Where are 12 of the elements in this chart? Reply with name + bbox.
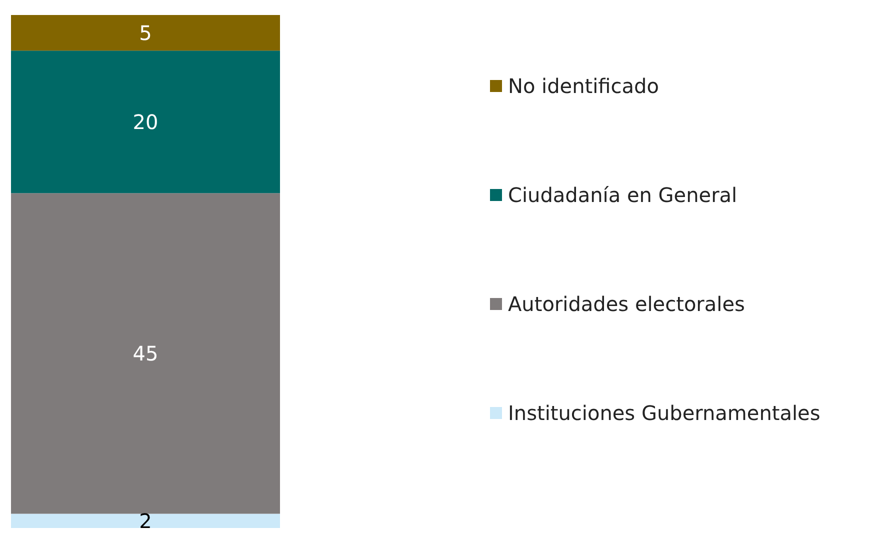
data-label: 2 <box>139 508 152 533</box>
legend-label: Ciudadanía en General <box>508 183 738 207</box>
data-label: 45 <box>132 342 158 366</box>
bar <box>11 514 280 528</box>
legend-label: Autoridades electorales <box>508 292 745 316</box>
legend-label: No identificado <box>508 74 659 98</box>
legend-label: Instituciones Gubernamentales <box>508 401 820 425</box>
bar <box>11 193 280 514</box>
bar <box>11 15 280 51</box>
data-label: 5 <box>139 20 152 45</box>
bar <box>11 50 280 194</box>
data-label: 20 <box>132 110 158 134</box>
